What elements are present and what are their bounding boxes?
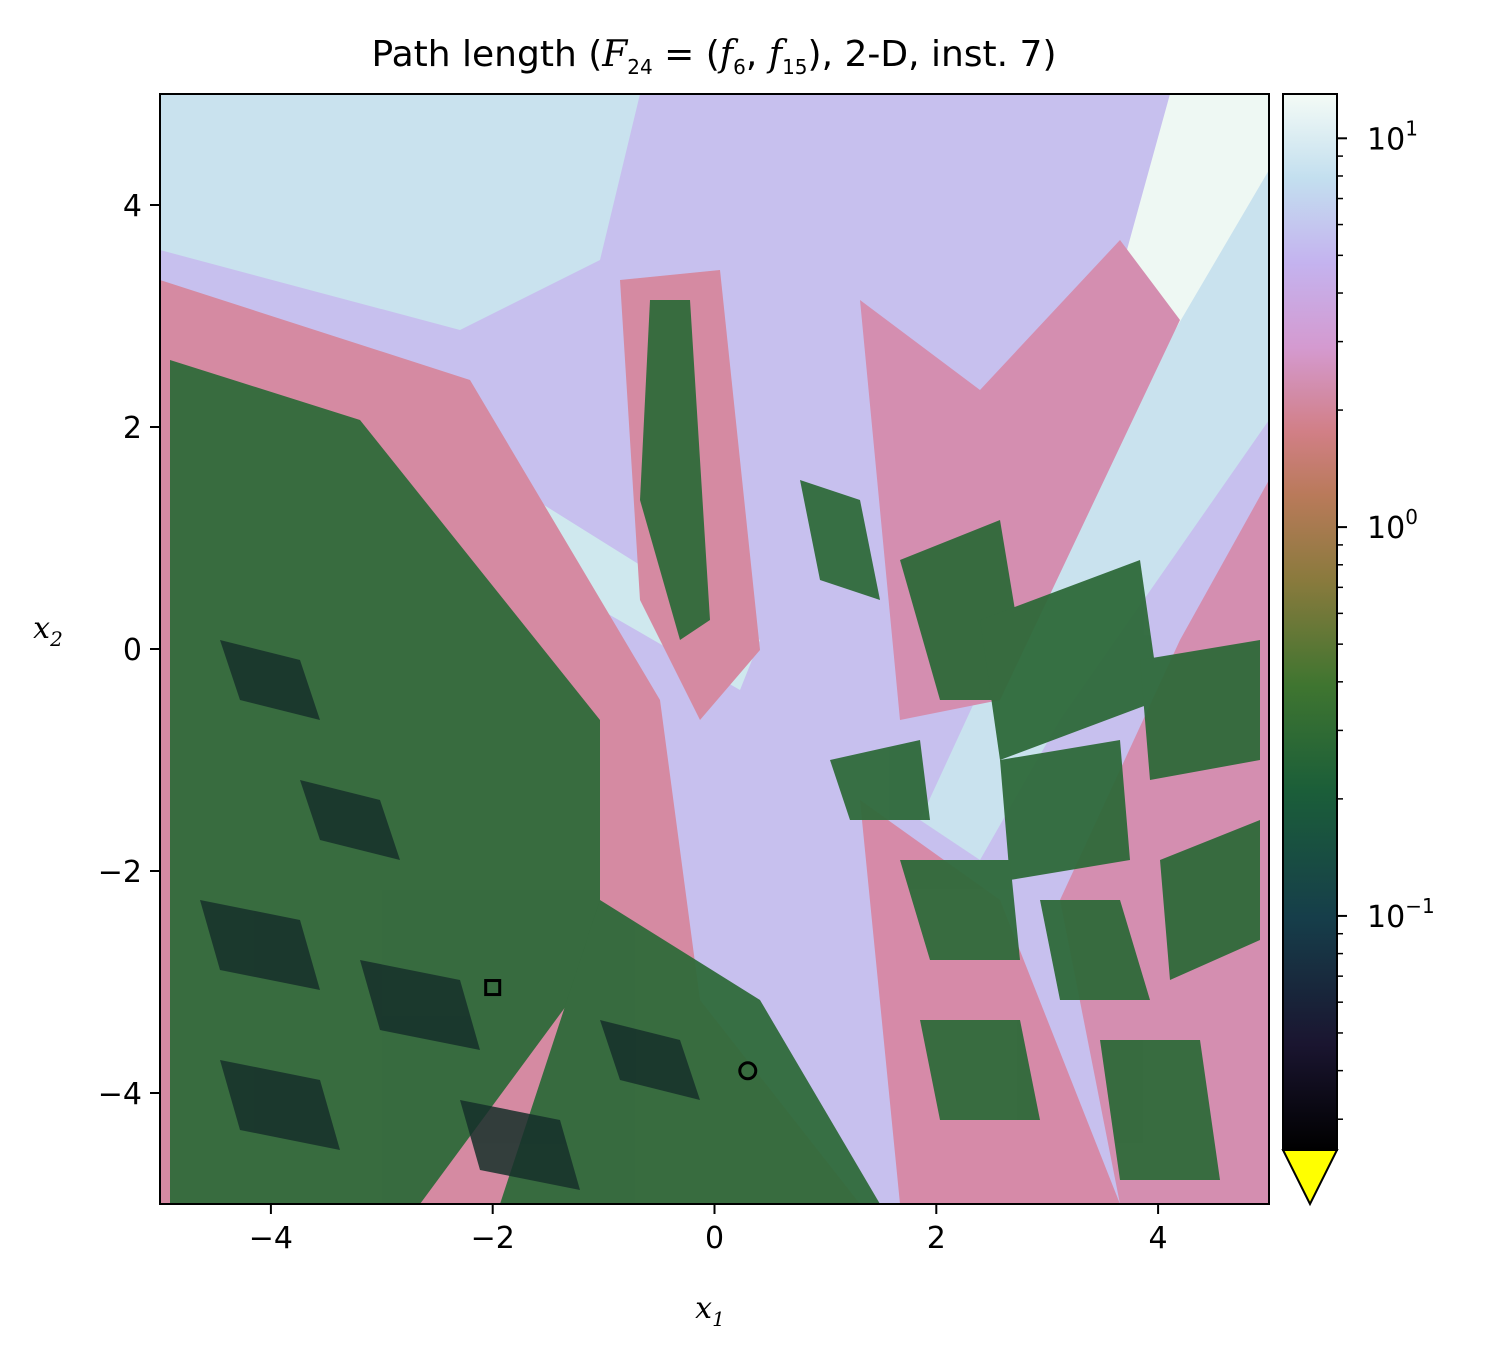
y-tick-label: −2	[98, 855, 142, 890]
dark-features	[200, 640, 700, 1190]
colorbar-tick-label: 101	[1367, 116, 1418, 157]
colorbar-minor-ticks	[1337, 155, 1343, 1120]
x-tick-label: 4	[1149, 1221, 1168, 1256]
colorbar-gradient	[1283, 94, 1337, 1150]
heatmap	[160, 94, 1269, 1204]
x-axis-label: x1	[695, 1291, 725, 1331]
marker-circle	[738, 1061, 758, 1081]
y-axis-ticks: −4 −2 0 2 4	[98, 189, 160, 1112]
chart-title: Path length (F24 = (f6, f15), 2-D, inst.…	[371, 34, 1056, 79]
colorbar-frame	[1282, 93, 1338, 1151]
x-tick-label: 0	[705, 1221, 724, 1256]
colorbar-extend-under	[1281, 1149, 1339, 1207]
colorbar-tick-label: 10−1	[1367, 894, 1435, 935]
colorbar-major-ticks: 10−1 100 101	[1337, 116, 1435, 935]
marker-square	[484, 979, 502, 997]
y-tick-label: 4	[123, 189, 142, 224]
green-features	[170, 300, 1260, 1204]
colorbar-tick-label: 100	[1367, 505, 1418, 546]
x-tick-label: −4	[249, 1221, 293, 1256]
x-axis-ticks: −4 −2 0 2 4	[249, 1204, 1168, 1256]
y-axis-label: x2	[33, 611, 63, 651]
region-pale-top-left	[160, 94, 640, 330]
y-tick-label: 2	[123, 411, 142, 446]
y-tick-label: −4	[98, 1077, 142, 1112]
colorbar: 10−1 100 101	[1281, 93, 1435, 1207]
x-tick-label: 2	[927, 1221, 946, 1256]
x-tick-label: −2	[471, 1221, 515, 1256]
y-tick-label: 0	[123, 633, 142, 668]
